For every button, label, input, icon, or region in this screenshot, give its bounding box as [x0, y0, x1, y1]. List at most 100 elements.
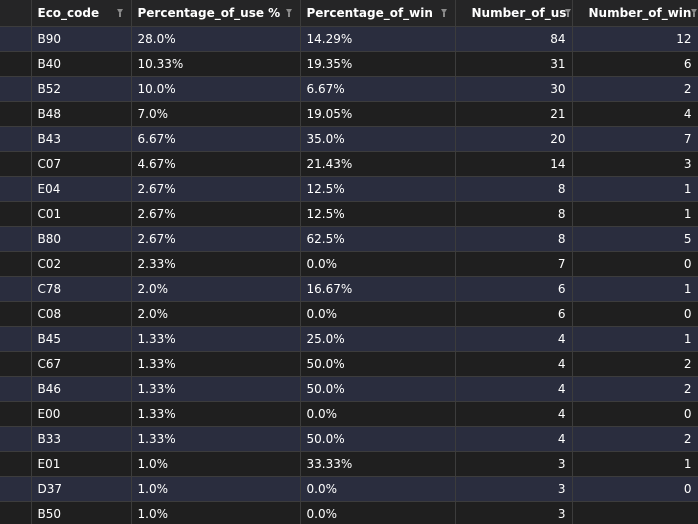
cell-pct-use: 1.33% — [131, 351, 301, 377]
cell-pct-win: 0.0% — [300, 476, 456, 502]
row-index-cell — [0, 351, 32, 377]
cell-pct-win: 62.5% — [300, 226, 456, 252]
table-row[interactable]: B33 1.33% 50.0% 4 2 — [0, 426, 698, 452]
cell-pct-use: 2.0% — [131, 276, 301, 302]
table-row[interactable]: E04 2.67% 12.5% 8 1 — [0, 176, 698, 202]
cell-pct-win: 35.0% — [300, 126, 456, 152]
row-index-cell — [0, 126, 32, 152]
table-row[interactable]: B43 6.67% 35.0% 20 7 — [0, 126, 698, 152]
cell-num-use: 4 — [455, 351, 573, 377]
table-row[interactable]: B80 2.67% 62.5% 8 5 — [0, 226, 698, 252]
cell-pct-use: 10.33% — [131, 51, 301, 77]
filter-icon[interactable] — [690, 9, 697, 17]
cell-pct-win: 12.5% — [300, 176, 456, 202]
filter-icon[interactable] — [564, 9, 571, 17]
cell-pct-win: 50.0% — [300, 351, 456, 377]
cell-pct-use: 6.67% — [131, 126, 301, 152]
cell-num-wins: 1 — [572, 201, 698, 227]
table-row[interactable]: C67 1.33% 50.0% 4 2 — [0, 351, 698, 377]
cell-eco-code: C01 — [31, 201, 132, 227]
column-header-num-use[interactable]: Number_of_use — [455, 0, 573, 27]
column-header-pct-use[interactable]: Percentage_of_use % — [131, 0, 301, 27]
table-row[interactable]: C78 2.0% 16.67% 6 1 — [0, 276, 698, 302]
cell-num-wins: 0 — [572, 476, 698, 502]
cell-eco-code: B80 — [31, 226, 132, 252]
cell-pct-win: 6.67% — [300, 76, 456, 102]
cell-num-wins: 1 — [572, 176, 698, 202]
table-row[interactable]: B46 1.33% 50.0% 4 2 — [0, 376, 698, 402]
cell-pct-win: 14.29% — [300, 26, 456, 52]
cell-pct-win: 50.0% — [300, 426, 456, 452]
cell-num-wins: 1 — [572, 326, 698, 352]
cell-num-use: 30 — [455, 76, 573, 102]
cell-pct-win: 50.0% — [300, 376, 456, 402]
row-index-cell — [0, 226, 32, 252]
table-row[interactable]: B90 28.0% 14.29% 84 12 — [0, 26, 698, 52]
cell-num-wins: 0 — [572, 251, 698, 277]
cell-num-wins: 2 — [572, 76, 698, 102]
table-row[interactable]: B40 10.33% 19.35% 31 6 — [0, 51, 698, 77]
cell-num-wins: 2 — [572, 376, 698, 402]
table-row[interactable]: B50 1.0% 0.0% 3 — [0, 501, 698, 524]
cell-eco-code: E04 — [31, 176, 132, 202]
cell-eco-code: E00 — [31, 401, 132, 427]
cell-eco-code: D37 — [31, 476, 132, 502]
cell-num-use: 8 — [455, 226, 573, 252]
cell-pct-win: 25.0% — [300, 326, 456, 352]
column-header-pct-win[interactable]: Percentage_of_win % — [300, 0, 456, 27]
cell-num-wins: 5 — [572, 226, 698, 252]
table-row[interactable]: B48 7.0% 19.05% 21 4 — [0, 101, 698, 127]
row-index-cell — [0, 501, 32, 524]
cell-num-use: 3 — [455, 451, 573, 477]
cell-eco-code: C67 — [31, 351, 132, 377]
cell-num-wins: 0 — [572, 301, 698, 327]
cell-pct-use: 4.67% — [131, 151, 301, 177]
cell-num-wins: 3 — [572, 151, 698, 177]
cell-eco-code: B45 — [31, 326, 132, 352]
cell-num-use: 21 — [455, 101, 573, 127]
table-row[interactable]: B45 1.33% 25.0% 4 1 — [0, 326, 698, 352]
table-row[interactable]: E00 1.33% 0.0% 4 0 — [0, 401, 698, 427]
row-index-header — [0, 0, 32, 27]
cell-num-use: 4 — [455, 426, 573, 452]
table-row[interactable]: C07 4.67% 21.43% 14 3 — [0, 151, 698, 177]
cell-eco-code: B40 — [31, 51, 132, 77]
cell-num-wins: 7 — [572, 126, 698, 152]
table-row[interactable]: C01 2.67% 12.5% 8 1 — [0, 201, 698, 227]
row-index-cell — [0, 276, 32, 302]
cell-num-wins: 0 — [572, 401, 698, 427]
table-header: Eco_code Percentage_of_use % Percentage_of… — [0, 0, 698, 27]
cell-eco-code: C02 — [31, 251, 132, 277]
column-header-eco-code[interactable]: Eco_code — [31, 0, 132, 27]
cell-pct-use: 1.33% — [131, 326, 301, 352]
filter-icon[interactable] — [116, 9, 123, 17]
row-index-cell — [0, 376, 32, 402]
cell-num-wins: 2 — [572, 351, 698, 377]
column-header-label: Percentage_of_win % — [306, 6, 435, 21]
cell-eco-code: B46 — [31, 376, 132, 402]
row-index-cell — [0, 51, 32, 77]
header-row: Eco_code Percentage_of_use % Percentage_of… — [0, 0, 698, 27]
filter-icon[interactable] — [440, 9, 447, 17]
row-index-cell — [0, 151, 32, 177]
cell-num-wins: 12 — [572, 26, 698, 52]
table-row[interactable]: C02 2.33% 0.0% 7 0 — [0, 251, 698, 277]
cell-eco-code: B90 — [31, 26, 132, 52]
cell-pct-use: 2.33% — [131, 251, 301, 277]
column-header-num-wins[interactable]: Number_of_wins — [572, 0, 698, 27]
table-row[interactable]: D37 1.0% 0.0% 3 0 — [0, 476, 698, 502]
column-header-label: Number_of_wins — [588, 6, 692, 21]
table-row[interactable]: C08 2.0% 0.0% 6 0 — [0, 301, 698, 327]
filter-icon[interactable] — [285, 9, 292, 17]
cell-num-use: 8 — [455, 176, 573, 202]
table-row[interactable]: B52 10.0% 6.67% 30 2 — [0, 76, 698, 102]
row-index-cell — [0, 426, 32, 452]
table-row[interactable]: E01 1.0% 33.33% 3 1 — [0, 451, 698, 477]
row-index-cell — [0, 251, 32, 277]
table-body: B90 28.0% 14.29% 84 12 B40 10.33% 19.35% 31 6 B52 1… — [0, 26, 698, 524]
cell-eco-code: B48 — [31, 101, 132, 127]
cell-pct-use: 1.0% — [131, 451, 301, 477]
cell-pct-win: 12.5% — [300, 201, 456, 227]
cell-num-wins: 1 — [572, 451, 698, 477]
